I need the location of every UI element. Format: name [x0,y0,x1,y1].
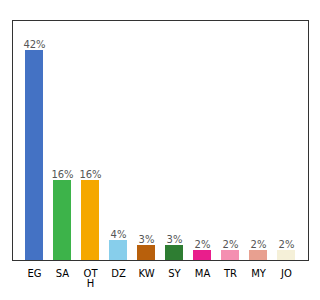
svg-text:16%: 16% [51,169,73,180]
svg-text:4%: 4% [111,229,127,240]
svg-text:16%: 16% [79,169,101,180]
svg-text:2%: 2% [195,239,211,250]
svg-text:3%: 3% [167,234,183,245]
svg-text:2%: 2% [251,239,267,250]
svg-text:EG: EG [27,268,41,279]
svg-text:2%: 2% [279,239,295,250]
svg-text:2%: 2% [223,239,239,250]
svg-text:MA: MA [195,268,211,279]
svg-text:KW: KW [138,268,154,279]
svg-text:SA: SA [56,268,70,279]
svg-text:TR: TR [223,268,237,279]
svg-text:3%: 3% [139,234,155,245]
svg-text:MY: MY [251,268,267,279]
svg-text:SY: SY [168,268,181,279]
svg-text:OTH: OTH [84,268,99,289]
svg-text:42%: 42% [23,39,45,50]
svg-text:DZ: DZ [111,268,126,279]
svg-text:JO: JO [280,268,292,279]
